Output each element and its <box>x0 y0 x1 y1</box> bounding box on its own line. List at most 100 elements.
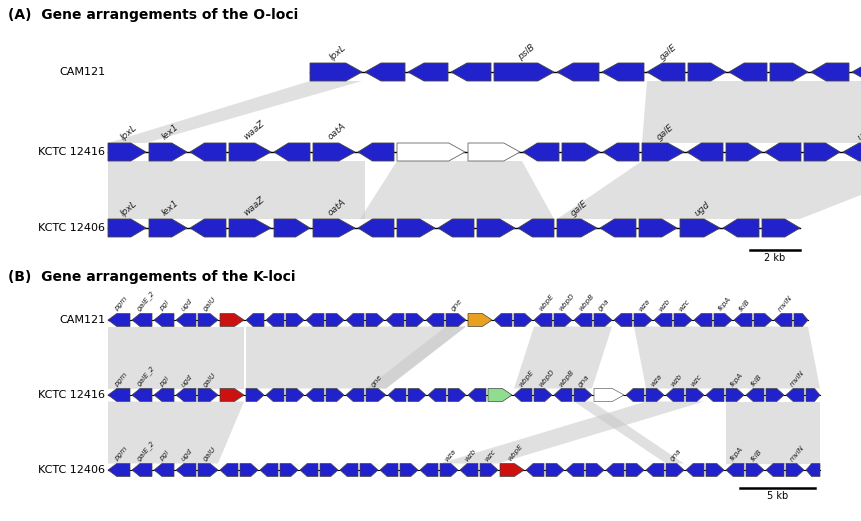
Polygon shape <box>366 327 466 389</box>
Text: wzc: wzc <box>483 448 497 463</box>
Polygon shape <box>666 389 684 402</box>
Text: pgm: pgm <box>114 371 128 388</box>
Polygon shape <box>286 389 304 402</box>
Polygon shape <box>176 314 196 327</box>
Text: KCTC 12406: KCTC 12406 <box>38 223 105 233</box>
Polygon shape <box>714 314 732 327</box>
Polygon shape <box>266 389 284 402</box>
Polygon shape <box>729 63 767 81</box>
Text: mviN: mviN <box>790 369 806 388</box>
Polygon shape <box>438 219 474 237</box>
Polygon shape <box>843 143 861 161</box>
Polygon shape <box>386 314 404 327</box>
Polygon shape <box>594 314 612 327</box>
Polygon shape <box>546 464 564 477</box>
Polygon shape <box>806 389 820 402</box>
Text: fklB: fklB <box>749 448 763 463</box>
Polygon shape <box>603 143 639 161</box>
Polygon shape <box>688 63 726 81</box>
Text: wza: wza <box>443 448 457 463</box>
Polygon shape <box>746 464 764 477</box>
Text: wbpB: wbpB <box>557 368 575 388</box>
Polygon shape <box>400 464 418 477</box>
Text: lpxL: lpxL <box>119 123 139 142</box>
Polygon shape <box>626 389 644 402</box>
Polygon shape <box>674 314 692 327</box>
Polygon shape <box>310 63 362 81</box>
Polygon shape <box>804 143 840 161</box>
Polygon shape <box>526 464 544 477</box>
Text: wzb: wzb <box>669 373 683 388</box>
Text: ugd: ugd <box>181 448 194 463</box>
Polygon shape <box>132 314 152 327</box>
Polygon shape <box>500 464 524 477</box>
Polygon shape <box>734 314 752 327</box>
Polygon shape <box>514 327 612 389</box>
Polygon shape <box>176 464 196 477</box>
Polygon shape <box>176 389 196 402</box>
Polygon shape <box>220 464 238 477</box>
Polygon shape <box>358 143 394 161</box>
Polygon shape <box>108 81 362 143</box>
Text: gne: gne <box>370 373 384 388</box>
Text: wza: wza <box>637 298 651 313</box>
Text: wbpD: wbpD <box>537 368 555 388</box>
Text: mviN: mviN <box>777 294 794 313</box>
Polygon shape <box>646 464 664 477</box>
Text: wzb: wzb <box>463 448 477 463</box>
Polygon shape <box>554 389 572 402</box>
Polygon shape <box>340 464 358 477</box>
Polygon shape <box>397 219 435 237</box>
Text: KCTC 12406: KCTC 12406 <box>38 465 105 475</box>
Text: KCTC 12416: KCTC 12416 <box>38 390 105 400</box>
Polygon shape <box>765 143 801 161</box>
Text: fkpA: fkpA <box>729 371 745 388</box>
Polygon shape <box>346 389 364 402</box>
Polygon shape <box>108 389 130 402</box>
Text: wbpE: wbpE <box>506 443 523 463</box>
Text: oatA: oatA <box>326 122 348 142</box>
Polygon shape <box>428 389 446 402</box>
Polygon shape <box>480 464 498 477</box>
Polygon shape <box>440 402 704 464</box>
Polygon shape <box>574 314 592 327</box>
Polygon shape <box>594 389 624 402</box>
Text: lpxL: lpxL <box>328 43 348 62</box>
Text: pslB: pslB <box>517 43 536 62</box>
Text: wbpD: wbpD <box>557 293 575 313</box>
Polygon shape <box>514 314 532 327</box>
Polygon shape <box>108 402 244 464</box>
Polygon shape <box>562 143 600 161</box>
Polygon shape <box>806 464 820 477</box>
Polygon shape <box>518 219 554 237</box>
Polygon shape <box>766 389 784 402</box>
Polygon shape <box>366 389 386 402</box>
Polygon shape <box>440 464 458 477</box>
Polygon shape <box>149 219 187 237</box>
Text: wzb: wzb <box>658 297 672 313</box>
Polygon shape <box>397 143 465 161</box>
Polygon shape <box>198 464 218 477</box>
Polygon shape <box>746 389 764 402</box>
Polygon shape <box>680 219 720 237</box>
Text: ugd: ugd <box>181 298 194 313</box>
Text: galU: galU <box>202 371 218 388</box>
Polygon shape <box>634 327 820 389</box>
Text: oatA: oatA <box>326 198 348 218</box>
Polygon shape <box>306 314 324 327</box>
Polygon shape <box>448 389 466 402</box>
Polygon shape <box>108 314 130 327</box>
Polygon shape <box>726 143 762 161</box>
Polygon shape <box>108 143 146 161</box>
Text: mviN: mviN <box>790 444 806 463</box>
Text: waaZ: waaZ <box>242 119 267 142</box>
Polygon shape <box>446 314 466 327</box>
Text: galU: galU <box>202 296 218 313</box>
Polygon shape <box>786 464 804 477</box>
Polygon shape <box>408 63 448 81</box>
Text: pgm: pgm <box>114 296 128 313</box>
Polygon shape <box>149 143 187 161</box>
Polygon shape <box>706 464 724 477</box>
Polygon shape <box>574 402 684 464</box>
Text: pgi: pgi <box>158 300 170 313</box>
